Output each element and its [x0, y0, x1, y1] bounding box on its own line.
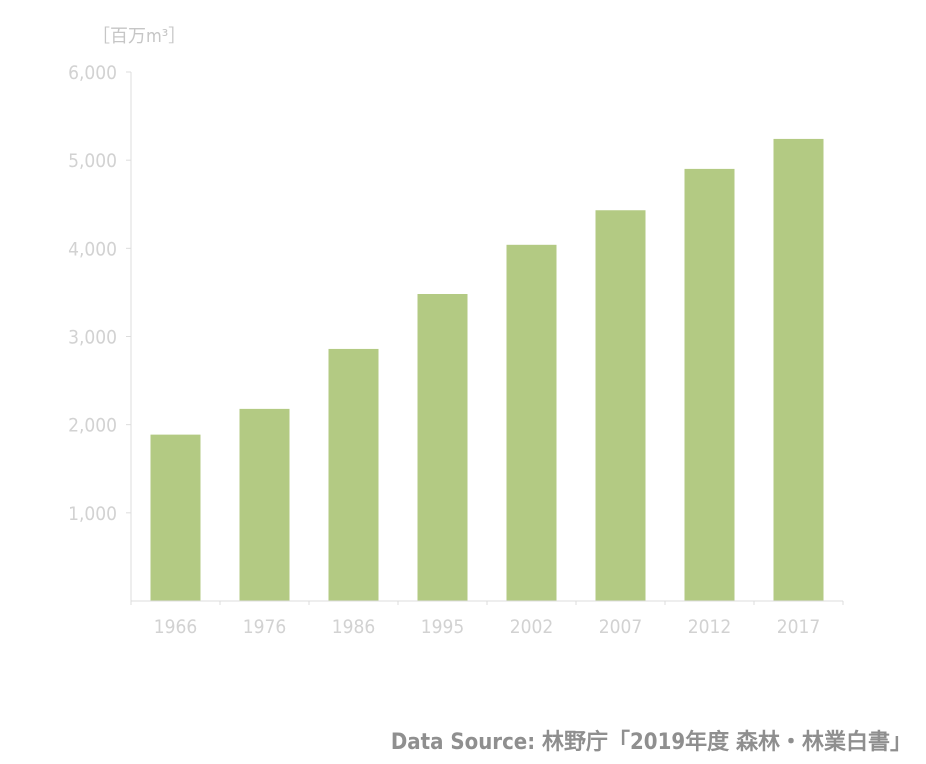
data-source-caption: Data Source: 林野庁「2019年度 森林・林業白書」 [390, 730, 912, 755]
x-tick-label: 2002 [510, 616, 554, 638]
bar-2002 [506, 244, 557, 601]
bar-chart: ［百万m³］ 1,000 2,000 3,000 4,000 5,000 6,000 19… [68, 26, 844, 638]
x-tick-label: 1995 [421, 616, 465, 638]
x-tick-label: 1966 [154, 616, 198, 638]
x-tick-label: 2012 [688, 616, 732, 638]
y-tick-label: 2,000 [68, 415, 117, 437]
y-tick-label: 6,000 [68, 62, 117, 84]
bar-2007 [595, 210, 646, 601]
x-tick-label: 1986 [332, 616, 376, 638]
x-tick-label: 2017 [777, 616, 821, 638]
bar-1976 [239, 408, 290, 601]
bar-1966 [150, 434, 201, 601]
bar-1986 [328, 348, 379, 601]
y-tick-label: 3,000 [68, 327, 117, 349]
x-axis-ticks: 1966 1976 1986 1995 2002 2007 2012 2017 [130, 601, 844, 638]
bar-1995 [417, 294, 468, 601]
y-tick-label: 4,000 [68, 238, 117, 260]
y-tick-label: 1,000 [68, 503, 117, 525]
y-tick-label: 5,000 [68, 150, 117, 172]
bar-2012 [684, 168, 735, 601]
x-tick-label: 1976 [243, 616, 287, 638]
x-tick-label: 2007 [599, 616, 643, 638]
bar-group [150, 138, 824, 601]
y-axis-unit-label: ［百万m³］ [92, 26, 186, 47]
y-axis-ticks: 1,000 2,000 3,000 4,000 5,000 6,000 [68, 62, 131, 525]
axes [130, 72, 843, 602]
bar-2017 [773, 138, 824, 601]
